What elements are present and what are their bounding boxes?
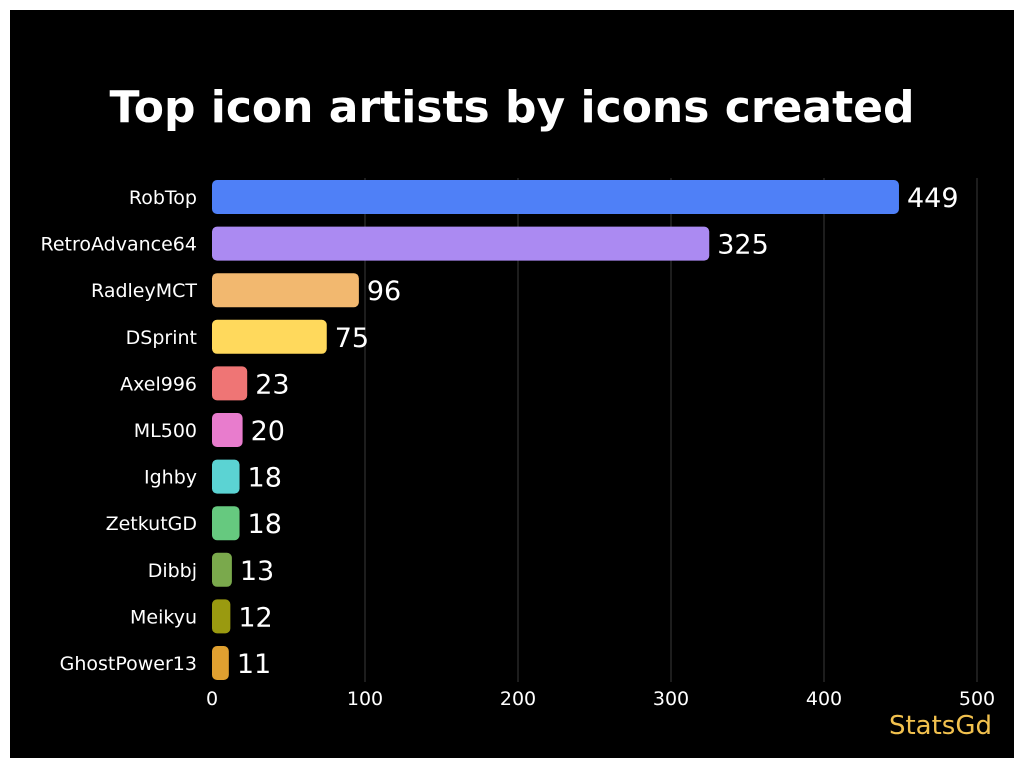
- chart-title: Top icon artists by icons created: [109, 82, 915, 133]
- x-tick-label: 100: [347, 688, 383, 710]
- value-label: 13: [240, 556, 274, 587]
- bar: [212, 413, 243, 447]
- category-label: Ighby: [144, 467, 197, 489]
- bar: [212, 646, 229, 680]
- x-tick-label: 0: [206, 688, 218, 710]
- value-label: 11: [237, 649, 271, 680]
- value-label: 449: [907, 183, 959, 214]
- bar: [212, 366, 248, 401]
- value-label: 75: [335, 323, 369, 354]
- value-label: 18: [248, 463, 282, 494]
- chart-background: [10, 10, 1014, 758]
- category-label: GhostPower13: [60, 653, 197, 675]
- value-label: 23: [255, 369, 289, 400]
- bar: [212, 552, 232, 587]
- x-tick-label: 200: [500, 688, 536, 710]
- category-label: Dibbj: [148, 560, 197, 582]
- category-label: Meikyu: [130, 606, 197, 628]
- category-label: DSprint: [126, 327, 197, 349]
- category-label: ML500: [134, 420, 197, 442]
- value-label: 20: [251, 416, 285, 447]
- category-label: Axel996: [120, 373, 197, 395]
- value-label: 96: [367, 276, 401, 307]
- x-tick-label: 300: [653, 688, 689, 710]
- bar: [212, 273, 359, 308]
- bar: [212, 599, 231, 634]
- value-label: 12: [238, 602, 272, 633]
- brand-watermark: StatsGd: [888, 711, 992, 741]
- bar: [212, 459, 240, 494]
- bar: [212, 180, 899, 214]
- bar: [212, 319, 327, 354]
- category-label: RadleyMCT: [91, 280, 197, 302]
- value-label: 325: [717, 230, 769, 261]
- category-label: RobTop: [129, 187, 197, 209]
- category-label: ZetkutGD: [106, 513, 197, 535]
- x-tick-label: 500: [959, 688, 995, 710]
- category-label: RetroAdvance64: [41, 234, 197, 256]
- bar: [212, 226, 710, 261]
- value-label: 18: [248, 509, 282, 540]
- x-tick-label: 400: [806, 688, 842, 710]
- bar: [212, 506, 240, 541]
